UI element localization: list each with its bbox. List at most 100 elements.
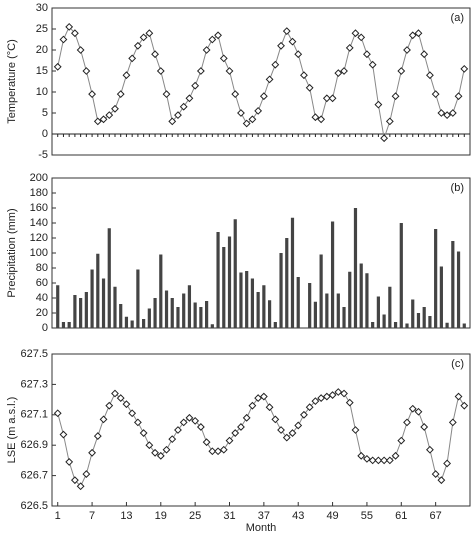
data-point bbox=[460, 401, 469, 410]
y-tick-label: 60 bbox=[36, 277, 48, 289]
data-point bbox=[214, 31, 222, 40]
data-point bbox=[403, 46, 411, 54]
panel-annotation: (a) bbox=[451, 12, 464, 24]
y-tick-label: 15 bbox=[36, 65, 48, 77]
x-tick-label: 61 bbox=[395, 510, 407, 522]
y-tick-label: 20 bbox=[36, 307, 48, 319]
y-tick-label: 180 bbox=[30, 187, 48, 199]
data-point bbox=[122, 71, 131, 80]
y-tick-label: 120 bbox=[30, 232, 48, 244]
data-point bbox=[271, 60, 280, 69]
bar bbox=[199, 307, 203, 328]
bar bbox=[359, 263, 363, 328]
data-point bbox=[300, 71, 308, 80]
data-point bbox=[93, 117, 102, 126]
data-point bbox=[363, 50, 371, 59]
data-point bbox=[151, 50, 159, 59]
data-point bbox=[116, 394, 125, 402]
data-point bbox=[437, 476, 446, 485]
data-point bbox=[259, 92, 268, 101]
data-point bbox=[248, 115, 257, 124]
bar bbox=[90, 269, 94, 328]
data-point bbox=[391, 92, 400, 101]
bar bbox=[159, 254, 163, 328]
data-point bbox=[139, 429, 148, 437]
y-tick-label: 626.9 bbox=[20, 439, 48, 451]
data-point bbox=[151, 448, 159, 457]
bar bbox=[210, 324, 214, 328]
data-point bbox=[208, 35, 217, 44]
data-point bbox=[340, 389, 348, 398]
bar bbox=[279, 253, 283, 328]
data-point bbox=[357, 451, 366, 460]
data-point bbox=[317, 115, 326, 124]
bar bbox=[56, 285, 60, 328]
data-point bbox=[403, 418, 411, 427]
data-point bbox=[70, 476, 79, 485]
bar bbox=[336, 293, 340, 328]
data-point bbox=[116, 90, 125, 99]
data-point bbox=[259, 392, 268, 401]
data-point bbox=[345, 43, 354, 52]
data-point bbox=[351, 29, 360, 38]
bar bbox=[222, 247, 226, 328]
data-point bbox=[277, 41, 285, 50]
data-point bbox=[380, 134, 389, 143]
bar bbox=[142, 319, 146, 328]
bar bbox=[393, 322, 398, 328]
data-point bbox=[105, 111, 114, 120]
data-point bbox=[294, 421, 303, 430]
bar bbox=[456, 251, 461, 328]
bar bbox=[330, 221, 335, 328]
bar bbox=[96, 253, 100, 328]
data-point bbox=[345, 398, 354, 407]
bar bbox=[147, 308, 151, 328]
bar bbox=[416, 313, 421, 328]
data-point bbox=[265, 403, 274, 412]
data-point bbox=[282, 433, 291, 442]
data-point bbox=[288, 37, 297, 46]
x-tick-label: 25 bbox=[189, 510, 201, 522]
y-tick-label: -5 bbox=[38, 149, 48, 161]
bar bbox=[124, 316, 129, 328]
data-point bbox=[454, 392, 463, 401]
data-point bbox=[374, 100, 383, 109]
x-tick-label: 19 bbox=[155, 510, 167, 522]
bar bbox=[113, 286, 117, 328]
bar bbox=[371, 322, 375, 328]
bar bbox=[84, 292, 88, 328]
bar bbox=[353, 208, 358, 328]
bar bbox=[170, 298, 174, 328]
data-point bbox=[128, 54, 137, 63]
data-point bbox=[225, 436, 234, 445]
data-point bbox=[156, 67, 165, 75]
data-point bbox=[231, 90, 240, 99]
x-tick-label: 55 bbox=[361, 510, 373, 522]
panel-annotation: (b) bbox=[451, 182, 464, 194]
bar bbox=[205, 301, 209, 328]
x-tick-label: 43 bbox=[292, 510, 304, 522]
data-point bbox=[231, 429, 240, 437]
data-point bbox=[328, 391, 337, 399]
bar bbox=[365, 273, 369, 328]
bar bbox=[227, 236, 232, 328]
data-point bbox=[265, 75, 274, 84]
data-point bbox=[133, 41, 142, 50]
x-tick-label: 1 bbox=[55, 510, 61, 522]
data-point bbox=[105, 401, 114, 410]
y-tick-label: 5 bbox=[42, 107, 48, 119]
bar bbox=[136, 269, 140, 328]
bar bbox=[451, 241, 455, 328]
data-point bbox=[225, 67, 234, 75]
data-point bbox=[179, 102, 188, 111]
bar bbox=[130, 320, 134, 328]
y-tick-label: 80 bbox=[36, 262, 48, 274]
data-point bbox=[420, 423, 429, 431]
data-point bbox=[174, 111, 182, 120]
y-tick-label: 140 bbox=[30, 217, 48, 229]
y-tick-label: 25 bbox=[36, 23, 48, 35]
data-point bbox=[282, 27, 291, 36]
data-point bbox=[300, 410, 308, 419]
bar bbox=[256, 292, 260, 328]
